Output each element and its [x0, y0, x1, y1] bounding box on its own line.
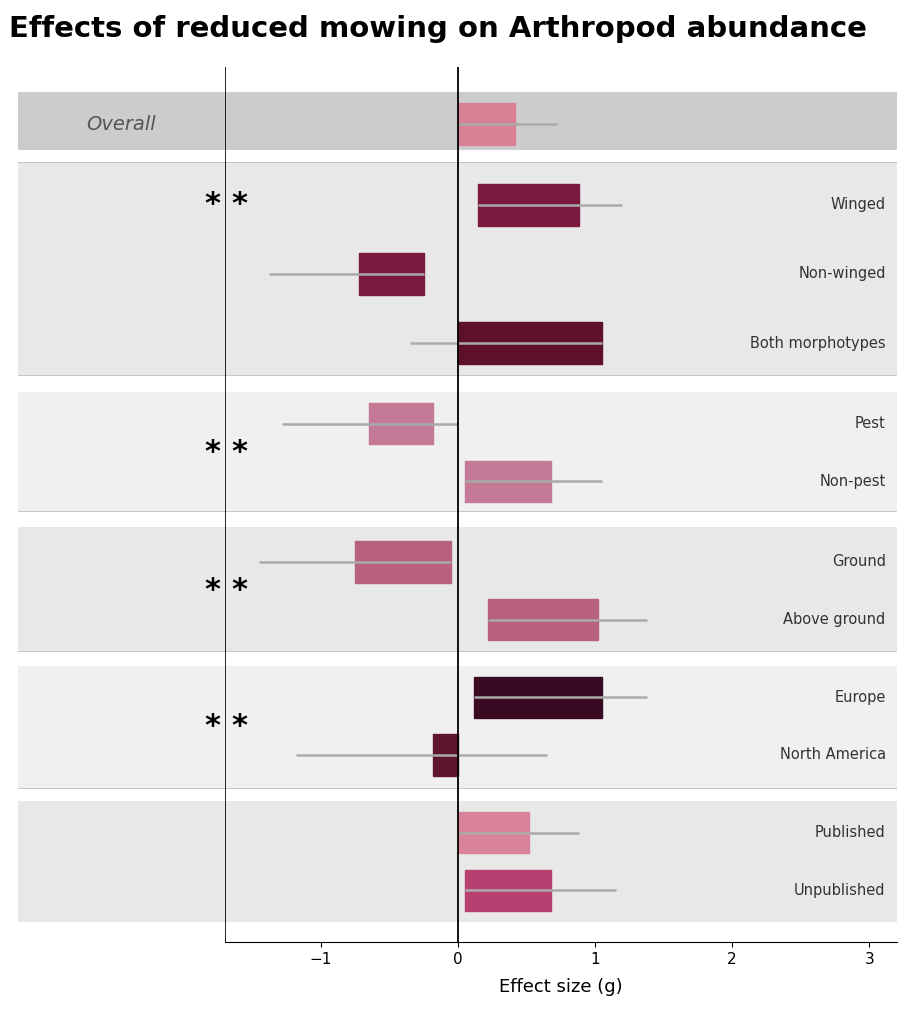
Text: *: * [231, 190, 248, 219]
Bar [225, 666, 897, 787]
Bar [433, 734, 458, 775]
Text: *: * [231, 712, 248, 740]
Text: Published: Published [815, 825, 886, 840]
Text: *: * [205, 438, 221, 467]
Bar [18, 527, 225, 651]
Bar [458, 323, 602, 364]
Text: Effects of reduced mowing on Arthropod abundance: Effects of reduced mowing on Arthropod a… [9, 15, 867, 43]
Bar [18, 801, 225, 922]
Text: *: * [205, 712, 221, 740]
Text: *: * [205, 577, 221, 605]
Bar [225, 92, 897, 151]
Bar [18, 392, 225, 511]
Bar [458, 812, 529, 853]
Bar [458, 103, 515, 144]
X-axis label: Effect size (g): Effect size (g) [499, 978, 622, 996]
Text: Ground: Ground [832, 554, 886, 569]
Bar [18, 666, 225, 787]
Text: Overall: Overall [87, 115, 156, 134]
Text: Above ground: Above ground [783, 612, 886, 627]
Bar [18, 162, 225, 375]
Bar [359, 253, 424, 295]
Bar [488, 599, 597, 640]
Text: Both morphotypes: Both morphotypes [750, 336, 886, 350]
Text: *: * [231, 577, 248, 605]
Bar [18, 92, 225, 151]
Text: *: * [205, 190, 221, 219]
Text: North America: North America [780, 748, 886, 763]
Bar [465, 461, 551, 502]
Text: Non-winged: Non-winged [798, 266, 886, 282]
Text: Non-pest: Non-pest [820, 474, 886, 488]
Bar [355, 541, 451, 583]
Text: Europe: Europe [834, 690, 886, 705]
Bar [479, 184, 578, 225]
Bar [225, 801, 897, 922]
Bar [225, 527, 897, 651]
Bar [225, 162, 897, 375]
Text: *: * [231, 438, 248, 467]
Bar [225, 392, 897, 511]
Bar [369, 402, 433, 444]
Bar [474, 677, 602, 718]
Text: Unpublished: Unpublished [794, 883, 886, 898]
Text: Pest: Pest [855, 416, 886, 431]
Text: Winged: Winged [831, 198, 886, 212]
Bar [465, 869, 551, 911]
